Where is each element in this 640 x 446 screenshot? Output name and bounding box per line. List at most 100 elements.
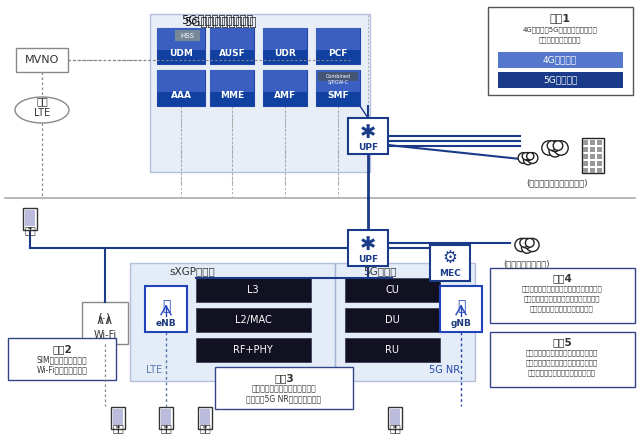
Text: 4Gコア機能: 4Gコア機能	[543, 55, 577, 65]
Bar	[157, 70, 205, 106]
Text: LTE: LTE	[146, 365, 162, 375]
Circle shape	[549, 145, 561, 157]
Bar	[590, 161, 595, 166]
Bar	[345, 338, 440, 362]
Bar	[157, 28, 205, 64]
Text: RU: RU	[385, 345, 399, 355]
Bar	[113, 409, 123, 425]
Text: 5G基地局: 5G基地局	[364, 266, 397, 276]
Text: sXGP基地局: sXGP基地局	[169, 266, 215, 276]
Bar	[345, 308, 440, 332]
Bar	[263, 70, 307, 106]
Text: CU: CU	[385, 285, 399, 295]
Text: DU: DU	[385, 315, 399, 325]
Text: 端末: 端末	[112, 423, 124, 433]
Text: ✱: ✱	[360, 235, 376, 255]
Text: ンが動作するエッジコンピューティング: ンが動作するエッジコンピューティング	[524, 296, 600, 302]
Text: UDM: UDM	[169, 50, 193, 58]
Bar	[203, 426, 207, 428]
Bar	[157, 28, 205, 50]
Bar	[590, 154, 595, 159]
Bar	[116, 426, 120, 428]
Circle shape	[524, 156, 532, 165]
Text: UPF: UPF	[358, 144, 378, 153]
Circle shape	[553, 141, 563, 150]
Circle shape	[527, 153, 538, 163]
Bar	[25, 210, 35, 226]
Circle shape	[522, 239, 532, 248]
Bar	[393, 426, 397, 428]
Text: ⦿: ⦿	[457, 299, 465, 313]
Text: 特徹4: 特徹4	[552, 273, 572, 283]
Bar	[490, 268, 635, 323]
Text: MEC: MEC	[439, 269, 461, 278]
Circle shape	[518, 153, 529, 163]
Text: 5Gコアネットワーク: 5Gコアネットワーク	[180, 15, 253, 28]
Text: で継続的に進化します: で継続的に進化します	[539, 37, 581, 43]
Text: UDR: UDR	[274, 50, 296, 58]
Bar	[196, 308, 311, 332]
Bar	[590, 140, 595, 145]
Bar	[316, 70, 360, 106]
Bar	[440, 286, 482, 332]
Text: 特徹3: 特徹3	[274, 373, 294, 383]
Text: 5Gコアネットワーク: 5Gコアネットワーク	[184, 16, 256, 29]
Circle shape	[554, 141, 568, 155]
Bar	[348, 118, 388, 154]
Bar	[345, 278, 440, 302]
Text: (ユーザイントラネット網): (ユーザイントラネット網)	[526, 178, 588, 187]
Bar	[196, 338, 311, 362]
Text: S/PGW-C: S/PGW-C	[328, 79, 349, 84]
Circle shape	[520, 239, 529, 247]
Text: Wi-Fi: Wi-Fi	[93, 330, 116, 340]
Bar	[597, 161, 602, 166]
Text: SMF: SMF	[327, 91, 349, 100]
Text: イーサーケーブルのみで高速通信と、: イーサーケーブルのみで高速通信と、	[526, 350, 598, 356]
Bar	[196, 278, 311, 302]
Bar	[597, 168, 602, 173]
Bar	[263, 28, 307, 50]
Text: 端末: 端末	[199, 423, 211, 433]
Bar	[583, 168, 588, 173]
Text: L3: L3	[247, 285, 259, 295]
Bar	[150, 14, 370, 172]
Text: SIMでのみ認証される: SIMでのみ認証される	[36, 355, 87, 364]
Circle shape	[525, 239, 534, 247]
Circle shape	[522, 153, 529, 160]
Text: Wi-Fi回線があります: Wi-Fi回線があります	[36, 366, 88, 375]
Bar	[82, 302, 128, 344]
Circle shape	[524, 153, 532, 161]
Bar	[316, 28, 360, 50]
Bar	[157, 70, 205, 92]
Bar	[348, 230, 388, 266]
Circle shape	[542, 141, 556, 155]
Bar	[200, 409, 210, 425]
Bar	[583, 154, 588, 159]
Bar	[590, 168, 595, 173]
Bar	[316, 70, 360, 92]
Text: るため、設置コストを低減できます: るため、設置コストを低減できます	[528, 370, 596, 376]
Text: ⦿: ⦿	[162, 299, 170, 313]
Text: 特徹2: 特徹2	[52, 344, 72, 354]
Text: 特徹5: 特徹5	[552, 337, 572, 347]
Text: eNB: eNB	[156, 319, 176, 329]
Bar	[263, 28, 307, 64]
Bar	[8, 338, 116, 380]
Circle shape	[527, 153, 534, 160]
Bar	[498, 72, 623, 88]
Bar	[583, 140, 588, 145]
Bar	[335, 263, 475, 381]
Bar	[583, 147, 588, 152]
Text: ✱: ✱	[360, 124, 376, 143]
Text: 機能があり、機能を追加できます: 機能があり、機能を追加できます	[530, 306, 594, 312]
Text: PCF: PCF	[328, 50, 348, 58]
Bar	[210, 28, 254, 64]
Bar	[16, 48, 68, 72]
Bar	[210, 70, 254, 106]
Bar	[582, 138, 604, 173]
Circle shape	[526, 239, 539, 252]
Bar	[198, 407, 212, 429]
Text: MME: MME	[220, 91, 244, 100]
Text: 端末: 端末	[24, 225, 36, 235]
Text: ∧∧: ∧∧	[96, 314, 114, 326]
